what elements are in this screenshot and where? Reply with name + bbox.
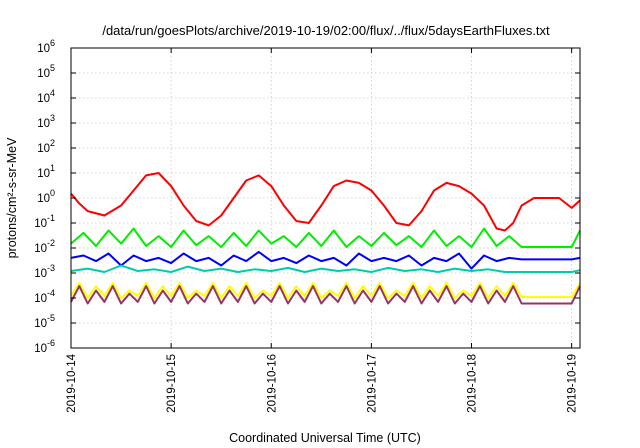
- series-line-6: [70, 285, 581, 305]
- y-tick-label: 10-3: [34, 263, 55, 280]
- y-tick-label: 10-4: [34, 288, 55, 305]
- x-axis-label: Coordinated Universal Time (UTC): [229, 431, 421, 445]
- y-tick-label: 104: [37, 88, 55, 105]
- y-tick-exponent: 2: [50, 138, 55, 148]
- series-line-5: [70, 281, 581, 299]
- y-tick-exponent: 0: [50, 188, 55, 198]
- y-tick-exponent: -1: [47, 213, 55, 223]
- y-tick-exponent: -4: [47, 288, 55, 298]
- y-tick-label: 103: [37, 113, 55, 130]
- x-tick-label: 2019-10-19: [567, 354, 579, 413]
- y-tick-label: 105: [37, 63, 55, 80]
- y-tick-label: 101: [37, 163, 55, 180]
- y-axis-ticks: 10-610-510-410-310-210-11001011021031041…: [34, 38, 580, 355]
- y-tick-label: 10-1: [34, 213, 55, 230]
- y-tick-label: 106: [37, 38, 55, 55]
- x-tick-label: 2019-10-15: [166, 354, 178, 413]
- y-tick-label: 10-5: [34, 313, 55, 330]
- y-tick-exponent: -5: [47, 313, 55, 323]
- y-tick-label: 10-2: [34, 238, 55, 255]
- x-axis-ticks: 2019-10-14 2019-10-15 2019-10-16 2019-10-17…: [66, 48, 579, 413]
- y-tick-exponent: 1: [50, 163, 55, 173]
- x-tick-label: 2019-10-14: [66, 353, 78, 412]
- y-tick-exponent: -3: [47, 263, 55, 273]
- x-tick-label: 2019-10-18: [467, 354, 479, 413]
- y-axis-label: protons/cm²-s-sr-MeV: [5, 137, 19, 259]
- series-line-1: [70, 172, 581, 232]
- series-line-3: [70, 250, 581, 270]
- series-group: [70, 172, 581, 305]
- series-line-4: [70, 264, 581, 273]
- x-tick-label: 2019-10-17: [366, 354, 378, 413]
- y-tick-label: 10-6: [34, 338, 55, 355]
- x-tick-label: 2019-10-16: [266, 354, 278, 413]
- y-tick-exponent: 3: [50, 113, 55, 123]
- y-tick-label: 100: [37, 188, 55, 205]
- y-tick-exponent: 4: [50, 88, 55, 98]
- y-tick-exponent: -2: [47, 238, 55, 248]
- chart-title: /data/run/goesPlots/archive/2019-10-19/0…: [102, 23, 550, 38]
- y-tick-exponent: 5: [50, 63, 55, 73]
- y-tick-label: 102: [37, 138, 55, 155]
- series-line-2: [70, 227, 581, 248]
- y-tick-exponent: -6: [47, 338, 55, 348]
- y-tick-exponent: 6: [50, 38, 55, 48]
